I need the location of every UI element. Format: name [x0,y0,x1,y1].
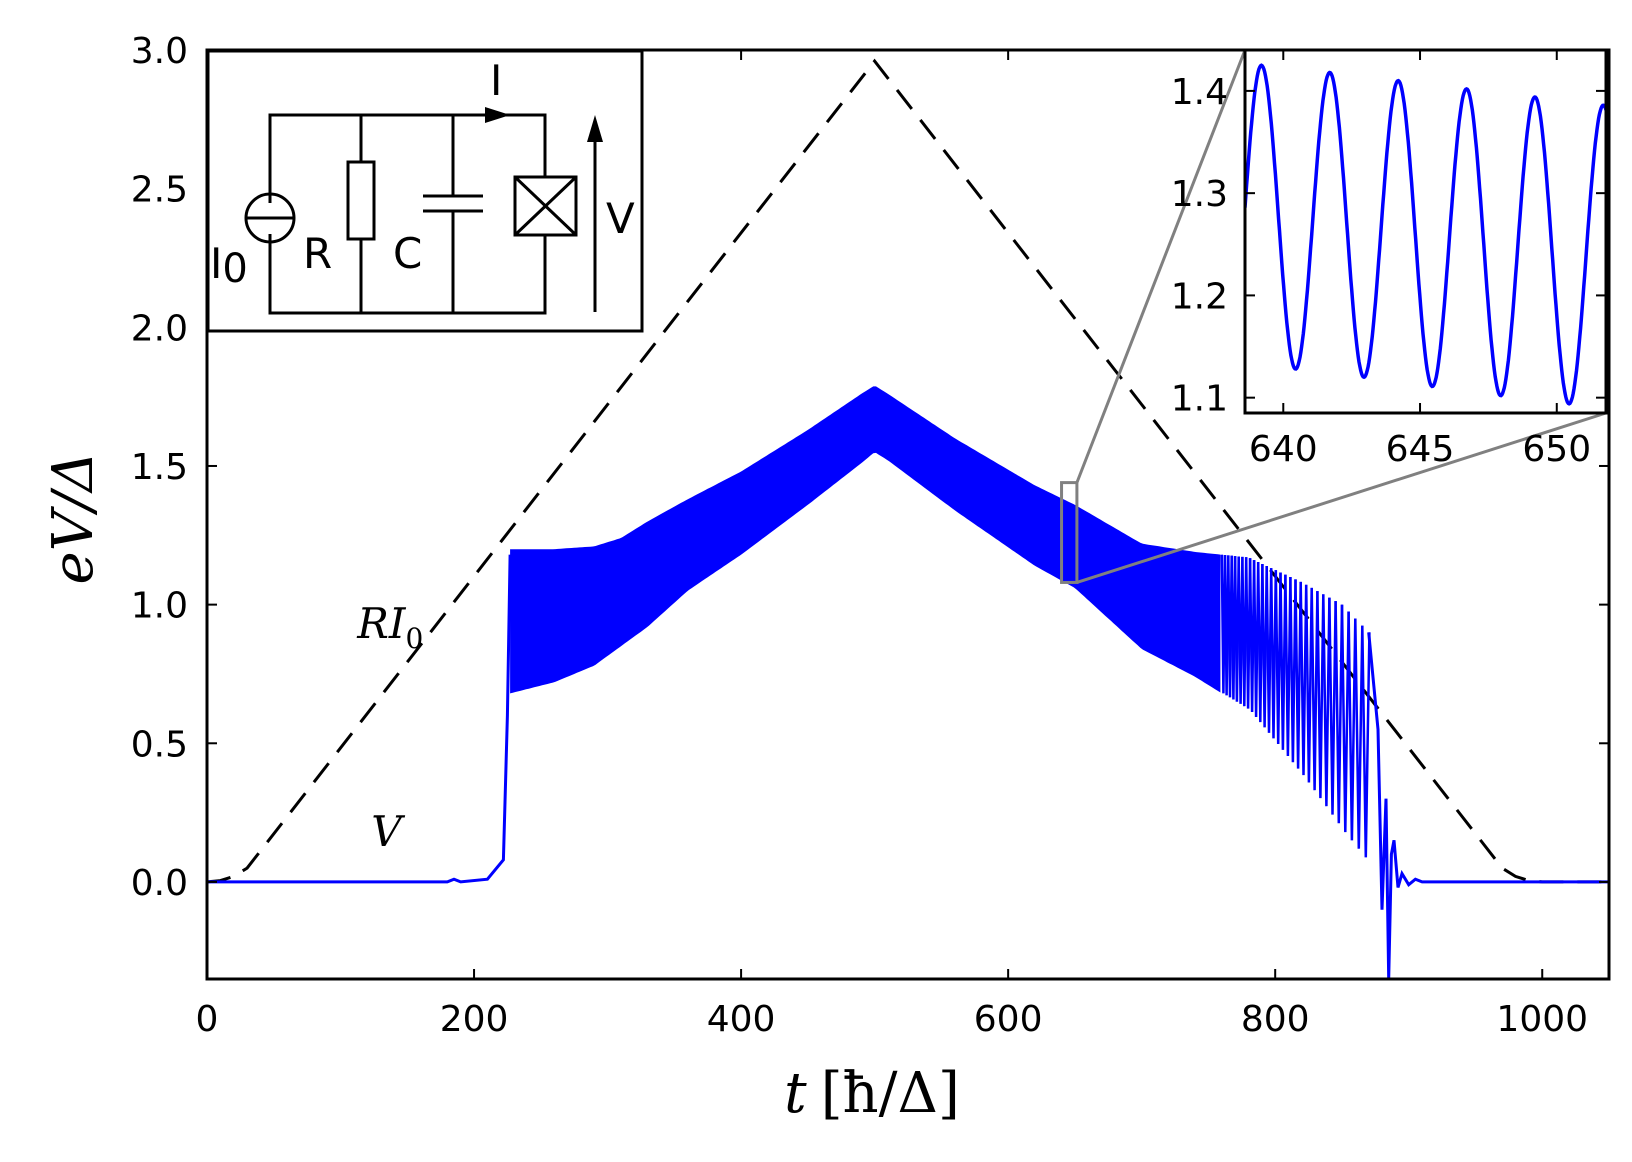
voltage-oscillation-cycle [1244,557,1252,709]
voltage-oscillation-cycle [1354,618,1364,849]
source-label: I0 [210,239,248,292]
x-axis-title-slash: / [879,1061,898,1126]
y-tick-label: 3.0 [131,31,188,72]
voltage-oscillation-cycle [1248,558,1256,713]
inset-x-tick-label: 640 [1249,429,1318,470]
voltage-oscillation-cycle [1269,568,1278,739]
voltage-line-pre-switch [207,554,512,884]
voltage-oscillation-cycle [1304,584,1313,783]
circuit-diagram-inset: I I0 R C V [206,49,644,333]
voltage-label: V [606,194,635,243]
voltage-line-ringdown [1367,632,1609,979]
voltage-oscillation-cycle [1316,591,1325,799]
y-tick-labels: 0.0 0.5 1.0 1.5 2.0 2.5 3.0 [131,31,188,904]
x-tick-label: 1000 [1496,999,1588,1040]
voltage-oscillation-cycle [1328,597,1337,815]
resistor-label: R [303,229,332,278]
inset-y-tick-label: 1.4 [1171,72,1228,113]
x-tick-label: 0 [196,999,219,1040]
x-axis-title-var: t [784,1061,807,1126]
voltage-oscillation-cycle [1256,561,1264,723]
ri0-annotation-sub: 0 [405,622,423,655]
voltage-oscillation-cycle [1265,565,1273,733]
voltage-oscillation-cycle [1274,570,1282,745]
inset-axis-ticks [1245,50,1606,413]
main-plot: 0 200 400 600 800 1000 0.0 0.5 1.0 1.5 2… [41,31,1611,1126]
y-tick-label: 1.0 [131,586,188,627]
capacitor-icon [423,194,483,213]
x-axis-title: t [ħ/Δ] [784,1061,960,1126]
resistor-icon [346,160,376,241]
x-tick-label: 600 [974,999,1043,1040]
inset-x-tick-label: 645 [1386,429,1455,470]
voltage-arrow-icon [587,115,603,312]
voltage-oscillation-cycle [1241,556,1248,707]
voltage-oscillation-cycle [1340,604,1350,833]
y-tick-label: 1.5 [131,447,188,488]
x-axis-title-bracket-close: ] [938,1061,960,1126]
inset-y-tick-label: 1.2 [1171,276,1228,317]
y-axis-title: eV/Δ [41,452,106,585]
current-source-icon [244,192,296,244]
x-tick-labels: 0 200 400 600 800 1000 [196,999,1589,1040]
voltage-oscillation-cycle [1361,625,1371,858]
zoom-region-box [1060,481,1079,584]
source-label-sub: 0 [222,246,247,292]
ri0-annotation-var: RI [356,599,407,648]
voltage-decay-oscillations [1220,554,1371,858]
inset-y-tick-label: 1.1 [1171,379,1228,420]
current-label: I [490,56,502,105]
ri0-annotation: RI0 [356,599,423,655]
y-tick-label: 2.5 [131,170,188,211]
voltage-oscillation-cycle [1279,572,1287,750]
x-axis-title-delta: Δ [898,1061,938,1126]
y-tick-label: 0.5 [131,724,188,765]
voltage-oscillation-cycle [1284,574,1292,757]
x-axis-title-bracket-open: [ [821,1061,843,1126]
ri0-dashed-line [207,58,1609,884]
zoom-connector-top [1075,49,1247,484]
voltage-oscillation-cycle [1252,560,1260,718]
x-tick-label: 200 [440,999,509,1040]
josephson-junction-icon [513,175,578,237]
x-tick-label: 800 [1241,999,1310,1040]
voltage-oscillation-cycle [1347,611,1357,841]
voltage-oscillation-cycle [1334,601,1344,824]
capacitor-label: C [393,229,422,278]
main-axes-frame [205,48,1611,981]
inset-x-tick-labels: 640 645 650 [1249,429,1591,470]
current-arrow-icon [485,107,510,123]
v-annotation: V [371,807,405,856]
voltage-oscillation-cycle [1294,579,1302,769]
voltage-oscillation-cycle [1289,576,1297,763]
x-tick-label: 400 [707,999,776,1040]
circuit-frame [206,49,644,333]
inset-y-tick-labels: 1.1 1.2 1.3 1.4 [1171,72,1228,420]
y-tick-label: 0.0 [131,863,188,904]
x-axis-title-hbar: ħ [843,1061,879,1126]
zoom-connector-bottom [1076,411,1607,584]
source-label-main: I [210,239,222,288]
voltage-oscillation-cycle [1322,594,1331,807]
zoom-inset-plot: 640 645 650 1.1 1.2 1.3 1.4 [1171,48,1608,470]
inset-x-tick-label: 650 [1522,429,1591,470]
y-tick-label: 2.0 [131,308,188,349]
inset-y-tick-label: 1.3 [1171,174,1228,215]
inset-voltage-line [1245,63,1606,406]
voltage-oscillation-cycle [1261,563,1268,728]
voltage-oscillation-band [510,386,1221,694]
voltage-oscillation-cycle [1299,581,1308,776]
circuit-wires [268,113,547,315]
inset-axes-frame [1243,48,1608,415]
voltage-oscillation-cycle [1310,587,1319,791]
